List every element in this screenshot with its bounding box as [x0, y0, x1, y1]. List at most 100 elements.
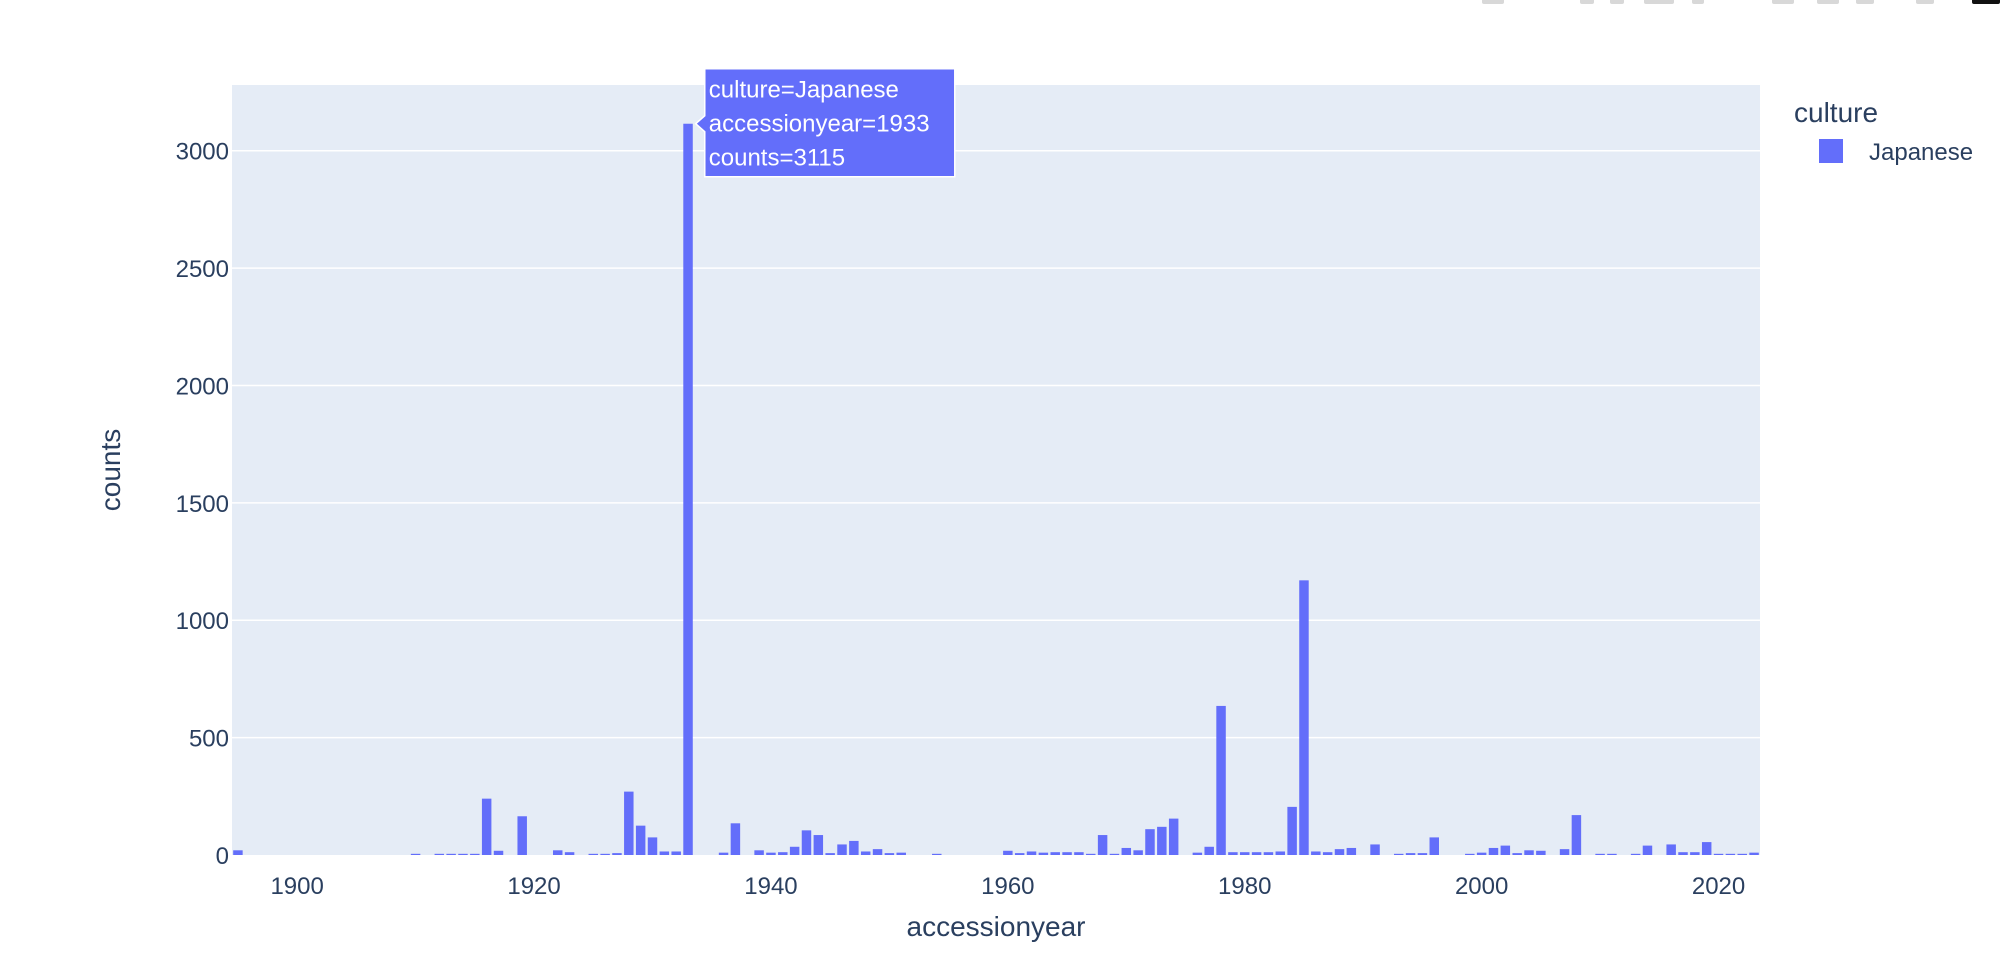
- bar-1987[interactable]: [1322, 852, 1333, 855]
- bar-1980[interactable]: [1240, 852, 1250, 855]
- bar-1932[interactable]: [671, 851, 681, 855]
- legend[interactable]: culture Japanese: [1794, 97, 1973, 166]
- plotly-logo-icon[interactable]: [1972, 0, 2000, 4]
- bar-1968[interactable]: [1097, 835, 1108, 855]
- bar-series[interactable]: [233, 123, 1759, 856]
- bar-1923[interactable]: [564, 852, 575, 855]
- bar-1961[interactable]: [1014, 853, 1025, 855]
- bar-1948[interactable]: [860, 851, 871, 855]
- bar-1943[interactable]: [801, 830, 812, 855]
- bar-1910[interactable]: [410, 853, 421, 855]
- bar-1983[interactable]: [1275, 851, 1286, 855]
- bar-2018[interactable]: [1690, 852, 1700, 855]
- bar-1936[interactable]: [718, 852, 729, 855]
- bar-1940[interactable]: [766, 852, 776, 855]
- bar-2020[interactable]: [1713, 853, 1724, 855]
- bar-1988[interactable]: [1334, 849, 1345, 855]
- bar-2021[interactable]: [1725, 853, 1736, 855]
- bar-1967[interactable]: [1086, 853, 1096, 855]
- zoom-out-icon[interactable]: [1817, 0, 1839, 4]
- bar-1937[interactable]: [730, 823, 741, 855]
- bar-1999[interactable]: [1465, 853, 1475, 855]
- bar-1941[interactable]: [778, 852, 788, 855]
- bar-1914[interactable]: [458, 853, 468, 855]
- bar-2007[interactable]: [1559, 849, 1570, 855]
- zoom-in-icon[interactable]: [1772, 0, 1794, 4]
- bar-1954[interactable]: [932, 853, 942, 855]
- bar-1996[interactable]: [1429, 837, 1440, 855]
- bar-2001[interactable]: [1488, 847, 1499, 855]
- bar-2013[interactable]: [1630, 853, 1641, 855]
- bar-1913[interactable]: [446, 853, 456, 855]
- bar-2002[interactable]: [1500, 845, 1511, 855]
- bar-1972[interactable]: [1145, 829, 1155, 855]
- bar-1973[interactable]: [1157, 826, 1167, 855]
- bar-1919[interactable]: [517, 816, 527, 855]
- bar-2011[interactable]: [1607, 853, 1617, 855]
- bar-1982[interactable]: [1263, 852, 1274, 855]
- bar-1976[interactable]: [1192, 852, 1203, 855]
- bar-1965[interactable]: [1062, 852, 1072, 855]
- bar-2017[interactable]: [1678, 852, 1688, 855]
- bar-1926[interactable]: [600, 853, 610, 855]
- bar-1966[interactable]: [1074, 852, 1084, 855]
- bar-2019[interactable]: [1701, 842, 1712, 855]
- bar-1989[interactable]: [1346, 847, 1357, 855]
- lasso-icon[interactable]: [1692, 0, 1704, 4]
- bar-1962[interactable]: [1026, 851, 1037, 855]
- bar-1925[interactable]: [588, 853, 599, 855]
- bar-1995[interactable]: [1417, 853, 1428, 855]
- pan-icon[interactable]: [1610, 0, 1624, 4]
- zoom-icon[interactable]: [1580, 0, 1594, 4]
- bar-2003[interactable]: [1512, 853, 1522, 855]
- bar-1974[interactable]: [1168, 818, 1179, 855]
- bar-2014[interactable]: [1642, 845, 1653, 855]
- bar-1951[interactable]: [896, 852, 906, 855]
- bar-1930[interactable]: [647, 837, 658, 855]
- bar-1963[interactable]: [1038, 852, 1049, 855]
- bar-1927[interactable]: [612, 853, 622, 855]
- bar-1994[interactable]: [1405, 853, 1416, 855]
- bar-1985[interactable]: [1299, 580, 1309, 855]
- bar-1922[interactable]: [552, 850, 563, 855]
- bar-1950[interactable]: [884, 853, 895, 855]
- bar-1991[interactable]: [1370, 844, 1380, 855]
- bar-2016[interactable]: [1666, 844, 1676, 855]
- bar-2000[interactable]: [1476, 852, 1487, 855]
- bar-1929[interactable]: [635, 825, 646, 855]
- bar-2004[interactable]: [1524, 850, 1534, 855]
- box-select-icon[interactable]: [1644, 0, 1674, 4]
- bar-1944[interactable]: [813, 835, 824, 855]
- bar-1895[interactable]: [233, 850, 243, 855]
- bar-1933[interactable]: [683, 123, 693, 856]
- bar-1917[interactable]: [493, 850, 504, 855]
- bar-1960[interactable]: [1003, 850, 1013, 855]
- bar-1945[interactable]: [825, 853, 835, 855]
- bar-1946[interactable]: [837, 844, 847, 855]
- bar-2010[interactable]: [1595, 853, 1605, 855]
- bar-1993[interactable]: [1393, 853, 1404, 855]
- bar-1912[interactable]: [434, 853, 445, 855]
- legend-swatch-japanese[interactable]: [1819, 139, 1843, 163]
- bar-1949[interactable]: [872, 849, 883, 855]
- bar-1928[interactable]: [624, 791, 634, 855]
- bar-1977[interactable]: [1204, 846, 1214, 855]
- bar-1942[interactable]: [789, 846, 800, 855]
- bar-1986[interactable]: [1311, 851, 1321, 855]
- bar-2008[interactable]: [1571, 815, 1582, 855]
- bar-1981[interactable]: [1251, 852, 1262, 855]
- bar-1971[interactable]: [1133, 850, 1143, 855]
- bar-1916[interactable]: [481, 798, 492, 855]
- bar-1970[interactable]: [1121, 847, 1132, 855]
- bar-1915[interactable]: [470, 853, 480, 855]
- bar-1964[interactable]: [1050, 852, 1060, 855]
- bar-1947[interactable]: [849, 840, 859, 855]
- bar-1939[interactable]: [754, 850, 764, 855]
- bar-1931[interactable]: [659, 851, 670, 855]
- legend-label-japanese[interactable]: Japanese: [1869, 139, 1973, 166]
- bar-1969[interactable]: [1109, 853, 1120, 855]
- camera-icon[interactable]: [1482, 0, 1504, 4]
- bar-2023[interactable]: [1749, 852, 1759, 855]
- bar-2022[interactable]: [1737, 853, 1747, 855]
- bar-1979[interactable]: [1228, 852, 1238, 855]
